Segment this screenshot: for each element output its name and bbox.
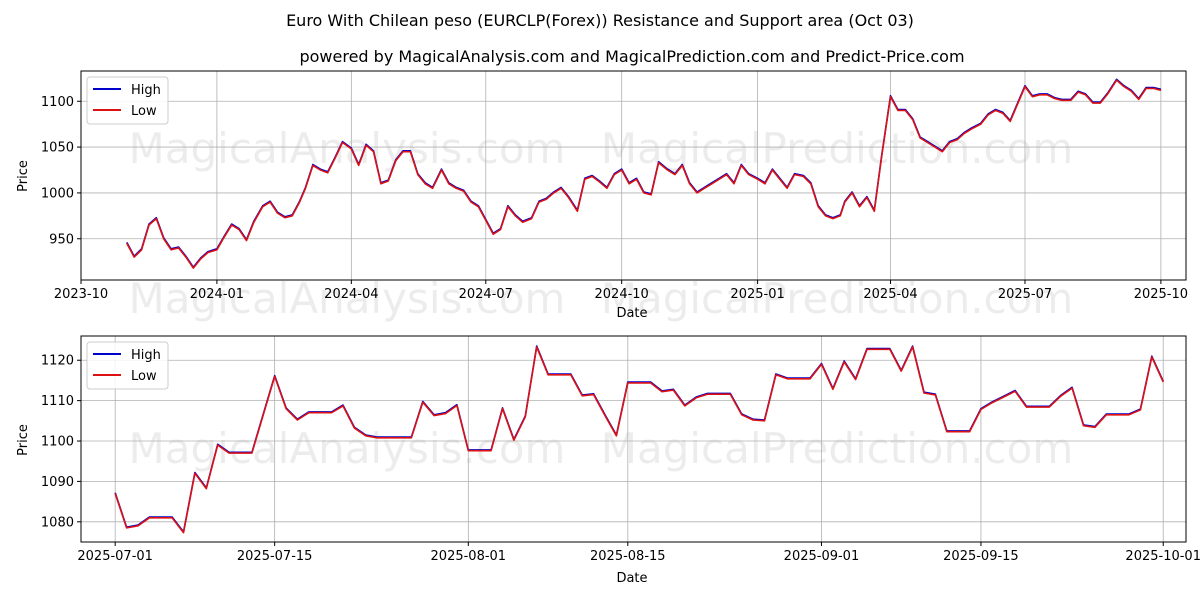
series-lines-bottom — [114, 345, 1164, 534]
plot-area-bottom — [80, 335, 1187, 543]
y-axis-top: 950 1000 1050 1100 — [41, 95, 81, 247]
watermark-group-top: MagicalAnalysis.com MagicalPrediction.co… — [129, 124, 1074, 323]
x-axis-bottom: 2025-07-01 2025-07-15 2025-08-01 2025-08-15… — [77, 542, 1200, 564]
watermark-analysis: MagicalAnalysis.com — [129, 274, 566, 323]
x-tick-label: 2024-10 — [595, 287, 649, 302]
grid-bottom — [81, 336, 1186, 542]
y-tick-label: 1120 — [41, 354, 74, 369]
x-tick-label: 2025-10 — [1134, 287, 1188, 302]
watermark-prediction: MagicalPrediction.com — [601, 424, 1074, 473]
watermark-analysis: MagicalAnalysis.com — [129, 424, 566, 473]
x-axis-label-bottom: Date — [616, 571, 647, 586]
x-tick-label: 2025-08-01 — [431, 549, 507, 564]
y-tick-label: 950 — [49, 232, 74, 247]
watermark-prediction: MagicalPrediction.com — [601, 274, 1074, 323]
y-axis-label-bottom: Price — [16, 424, 31, 456]
y-tick-label: 1050 — [41, 141, 74, 156]
series-line-low — [126, 79, 1162, 269]
legend-label-high: High — [131, 348, 161, 363]
plot-area-top — [80, 70, 1187, 281]
legend-label-low: Low — [131, 104, 157, 119]
x-tick-label: 2025-09-15 — [943, 549, 1019, 564]
legend-label-high: High — [131, 83, 161, 98]
y-tick-label: 1110 — [41, 394, 74, 409]
x-tick-label: 2025-07-15 — [237, 549, 313, 564]
x-tick-label: 2025-07 — [998, 287, 1052, 302]
x-tick-label: 2025-07-01 — [77, 549, 153, 564]
x-tick-label: 2024-04 — [324, 287, 378, 302]
y-axis-bottom: 1080 1090 1100 1110 1120 — [41, 354, 81, 530]
y-tick-label: 1000 — [41, 186, 74, 201]
x-axis-top: 2023-10 2024-01 2024-04 2024-07 2024-10 2025-… — [54, 280, 1188, 302]
grid-top — [80, 71, 1186, 280]
y-tick-label: 1100 — [41, 435, 74, 450]
x-tick-label: 2025-09-01 — [784, 549, 860, 564]
x-axis-label-top: Date — [616, 306, 647, 321]
series-lines-top — [126, 78, 1162, 269]
legend-bottom: High Low — [86, 341, 169, 390]
watermark-analysis: MagicalAnalysis.com — [129, 124, 566, 173]
x-tick-label: 2025-08-15 — [590, 549, 666, 564]
series-line-low — [114, 346, 1164, 534]
watermark-prediction: MagicalPrediction.com — [601, 124, 1074, 173]
watermark-group-bottom: MagicalAnalysis.com MagicalPrediction.co… — [129, 424, 1074, 473]
x-tick-label: 2024-07 — [459, 287, 513, 302]
y-tick-label: 1090 — [41, 475, 74, 490]
chart-subtitle: powered by MagicalAnalysis.com and Magic… — [299, 47, 964, 66]
x-tick-label: 2024-01 — [190, 287, 244, 302]
x-tick-label: 2025-10-01 — [1125, 549, 1200, 564]
y-tick-label: 1080 — [41, 515, 74, 530]
y-axis-label-top: Price — [16, 160, 31, 192]
legend-top: High Low — [86, 76, 169, 125]
y-tick-label: 1100 — [41, 95, 74, 110]
chart-title: Euro With Chilean peso (EURCLP(Forex)) R… — [286, 11, 914, 30]
x-tick-label: 2025-01 — [730, 287, 784, 302]
legend-label-low: Low — [131, 369, 157, 384]
x-tick-label: 2023-10 — [54, 287, 108, 302]
x-tick-label: 2025-04 — [863, 287, 917, 302]
